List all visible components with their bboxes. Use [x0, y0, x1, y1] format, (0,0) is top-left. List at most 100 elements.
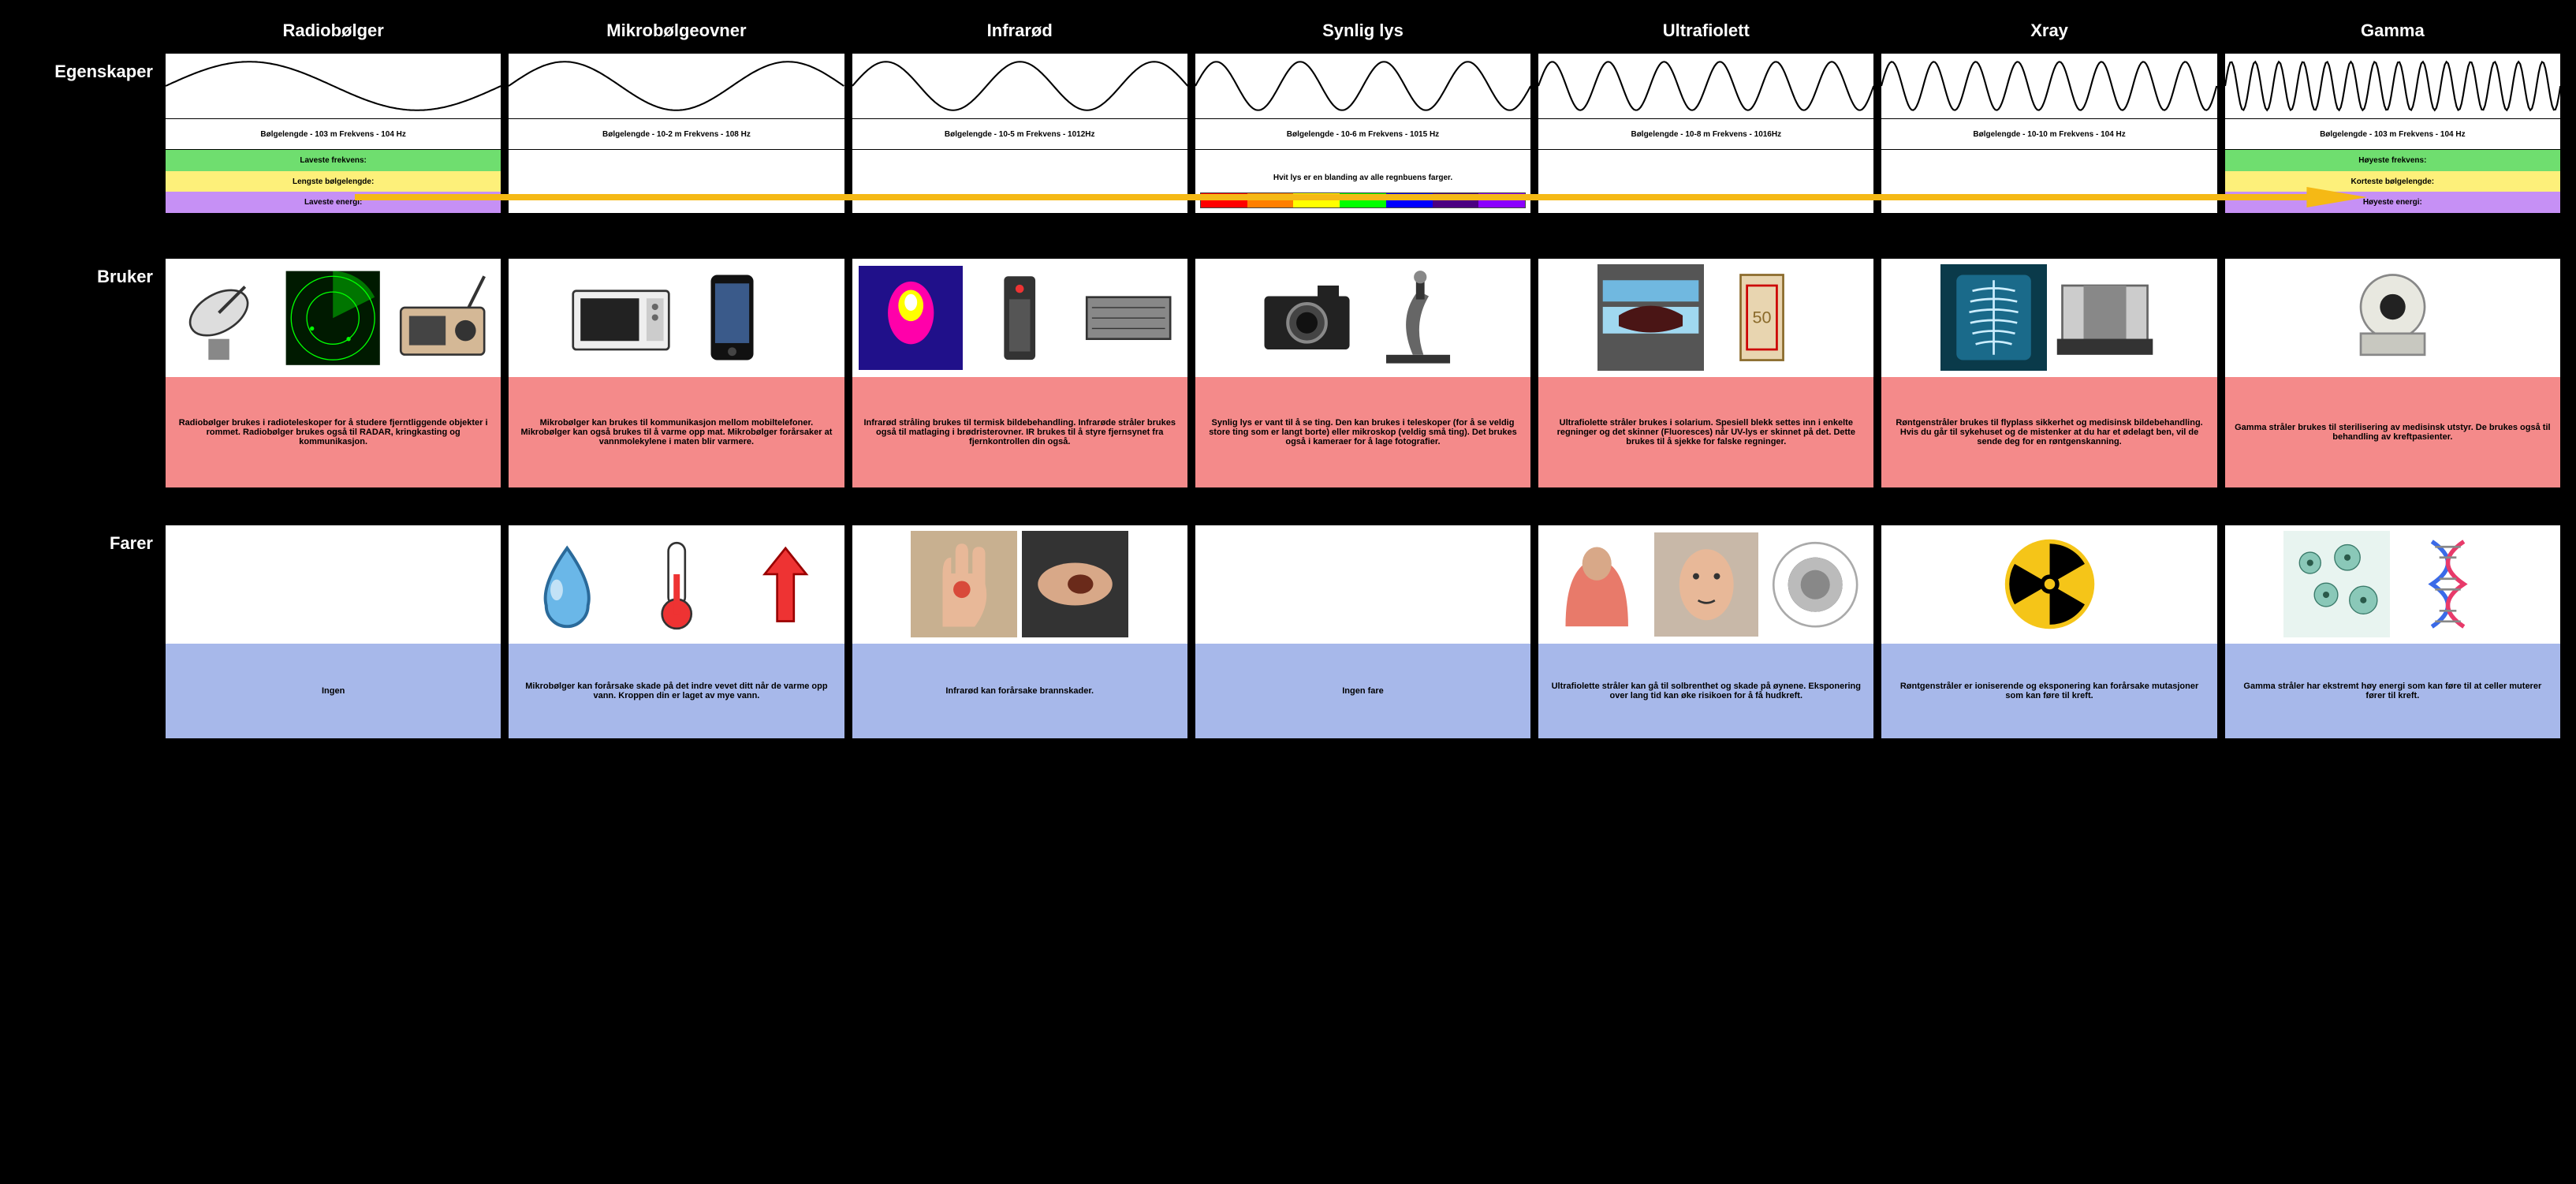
wave-diagram: [852, 54, 1187, 118]
column-header: Mikrobølgeovner: [509, 16, 844, 46]
em-spectrum-chart: Radiobølger Mikrobølgeovner Infrarød Synlig…: [0, 0, 2576, 754]
column-header: Infrarød: [852, 16, 1187, 46]
dangers-cell: Gamma stråler har ekstremt høy energi so…: [2225, 525, 2560, 738]
uses-image-row: [166, 259, 501, 377]
dangers-cell: Ingen: [166, 525, 501, 738]
wave-diagram: [1538, 54, 1873, 118]
dangers-cell: Mikrobølger kan forårsake skade på det i…: [509, 525, 844, 738]
danger-image-row: [166, 525, 501, 644]
satellite-dish-icon: [172, 265, 276, 371]
wave-diagram: [509, 54, 844, 118]
property-band: Laveste frekvens:: [166, 150, 501, 171]
cataract-icon: [1763, 532, 1867, 637]
column-header: Radiobølger: [166, 16, 501, 46]
uses-cell: Mikrobølger kan brukes til kommunikasjon…: [509, 259, 844, 487]
uses-cell: Gamma stråler brukes til sterilisering a…: [2225, 259, 2560, 487]
wavelength-label: Bølgelengde - 103 m Frekvens - 104 Hz: [2225, 118, 2560, 150]
danger-image-row: [1881, 525, 2216, 644]
wavelength-label: Bølgelengde - 10-2 m Frekvens - 108 Hz: [509, 118, 844, 150]
tanning-bed-icon: [1597, 265, 1704, 371]
wavelength-label: Bølgelengde - 103 m Frekvens - 104 Hz: [166, 118, 501, 150]
uses-image-row: [1881, 259, 2216, 377]
danger-image-row: [852, 525, 1187, 644]
uses-cell: 50 Ultrafiolette stråler brukes i solariu…: [1538, 259, 1873, 487]
burn-hand-icon: [911, 532, 1017, 637]
dangers-cell: Røntgenstråler er ioniserende og ekspone…: [1881, 525, 2216, 738]
wave-diagram: [166, 54, 501, 118]
burn-arm-icon: [1022, 532, 1128, 637]
column-header: Xray: [1881, 16, 2216, 46]
up-arrow-icon: [733, 532, 837, 637]
uses-description: Synlig lys er vant til å se ting. Den ka…: [1195, 377, 1530, 487]
sunburn-icon: [1545, 532, 1649, 637]
microscope-icon: [1365, 265, 1471, 371]
thermal-image-icon: [859, 265, 963, 371]
microwave-icon: [568, 265, 674, 371]
wavelength-label: Bølgelengde - 10-6 m Frekvens - 1015 Hz: [1195, 118, 1530, 150]
uses-image-row: 50: [1538, 259, 1873, 377]
water-drop-icon: [515, 532, 619, 637]
uses-image-row: [1195, 259, 1530, 377]
danger-image-row: [2225, 525, 2560, 644]
danger-description: Infrarød kan forårsake brannskader.: [852, 644, 1187, 738]
dna-icon: [2395, 532, 2501, 637]
column-header: Synlig lys: [1195, 16, 1530, 46]
uses-description: Gamma stråler brukes til sterilisering a…: [2225, 377, 2560, 487]
danger-description: Ingen: [166, 644, 501, 738]
svg-text:50: 50: [1752, 308, 1771, 327]
uses-description: Mikrobølger kan brukes til kommunikasjon…: [509, 377, 844, 487]
dangers-cell: Ultrafiolette stråler kan gå til solbren…: [1538, 525, 1873, 738]
wave-diagram: [2225, 54, 2560, 118]
smartphone-icon: [679, 265, 785, 371]
danger-image-row: [1195, 525, 1530, 644]
uses-image-row: [2225, 259, 2560, 377]
wavelength-label: Bølgelengde - 10-10 m Frekvens - 104 Hz: [1881, 118, 2216, 150]
uses-image-row: [852, 259, 1187, 377]
uses-description: Radiobølger brukes i radioteleskoper for…: [166, 377, 501, 487]
danger-image-row: [509, 525, 844, 644]
banknote-uv-icon: 50: [1709, 265, 1815, 371]
grill-icon: [1076, 265, 1180, 371]
visible-light-label: Hvit lys er en blanding av alle regnbuen…: [1195, 174, 1530, 182]
corner-blank: [16, 16, 158, 46]
row-label-properties: Egenskaper: [16, 54, 158, 213]
danger-description: Røntgenstråler er ioniserende og ekspone…: [1881, 644, 2216, 738]
uses-cell: Synlig lys er vant til å se ting. Den ka…: [1195, 259, 1530, 487]
radio-icon: [390, 265, 494, 371]
uses-cell: Radiobølger brukes i radioteleskoper for…: [166, 259, 501, 487]
wavelength-label: Bølgelengde - 10-5 m Frekvens - 1012Hz: [852, 118, 1187, 150]
uses-cell: Infrarød stråling brukes til termisk bil…: [852, 259, 1187, 487]
danger-image-row: [1538, 525, 1873, 644]
uses-description: Røntgenstråler brukes til flyplass sikke…: [1881, 377, 2216, 487]
danger-description: Ultrafiolette stråler kan gå til solbren…: [1538, 644, 1873, 738]
chest-xray-icon: [1940, 265, 2047, 371]
dangers-cell: Infrarød kan forårsake brannskader.: [852, 525, 1187, 738]
row-label-uses: Bruker: [16, 259, 158, 487]
camera-icon: [1254, 265, 1360, 371]
wavelength-label: Bølgelengde - 10-8 m Frekvens - 1016Hz: [1538, 118, 1873, 150]
danger-description: Ingen fare: [1195, 644, 1530, 738]
radiation-symbol-icon: [1996, 532, 2103, 637]
danger-description: Gamma stråler har ekstremt høy energi so…: [2225, 644, 2560, 738]
row-label-dangers: Farer: [16, 525, 158, 738]
radar-screen-icon: [281, 265, 385, 371]
wave-diagram: [1195, 54, 1530, 118]
trend-arrow: [355, 185, 2367, 192]
column-header: Ultrafiolett: [1538, 16, 1873, 46]
uses-description: Infrarød stråling brukes til termisk bil…: [852, 377, 1187, 487]
wave-diagram: [1881, 54, 2216, 118]
uses-description: Ultrafiolette stråler brukes i solarium.…: [1538, 377, 1873, 487]
remote-control-icon: [967, 265, 1072, 371]
thermometer-icon: [624, 532, 729, 637]
face-icon: [1654, 532, 1758, 637]
uses-cell: Røntgenstråler brukes til flyplass sikke…: [1881, 259, 2216, 487]
dangers-cell: Ingen fare: [1195, 525, 1530, 738]
airport-scanner-icon: [2052, 265, 2158, 371]
spectrum-grid: Radiobølger Mikrobølgeovner Infrarød Synlig…: [16, 16, 2560, 738]
cell-tissue-icon: [2283, 532, 2390, 637]
danger-description: Mikrobølger kan forårsake skade på det i…: [509, 644, 844, 738]
column-header: Gamma: [2225, 16, 2560, 46]
property-band: Høyeste frekvens:: [2225, 150, 2560, 171]
ct-scanner-icon: [2339, 265, 2446, 371]
uses-image-row: [509, 259, 844, 377]
